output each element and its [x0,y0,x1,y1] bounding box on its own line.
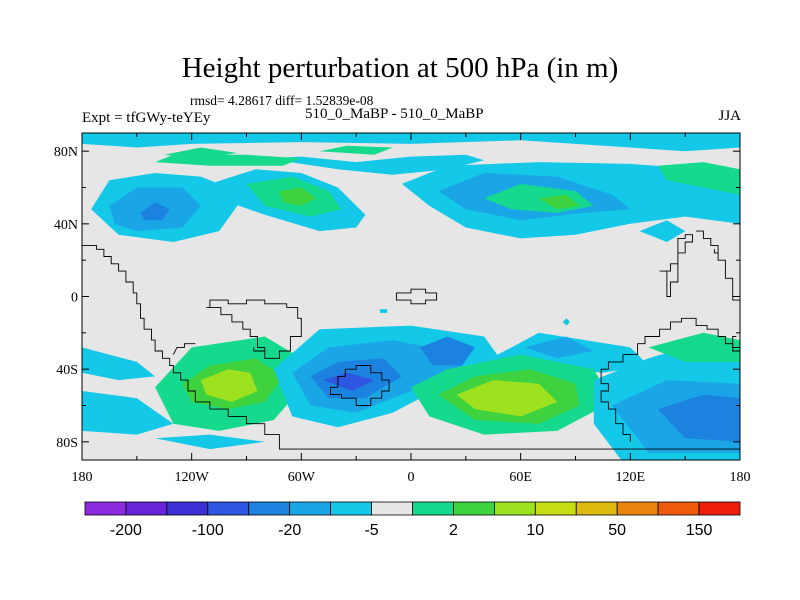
contour-sh-south-pacific-2 [82,391,174,435]
contour-nh-arctic-green-2 [319,145,393,155]
contour-nh-midlat-center-lime [279,187,316,206]
rmsd-diff-stats: rmsd= 4.28617 diff= 1.52839e-08 [190,93,374,108]
colorbar-swatch [453,501,495,516]
contour-nh-patch-pacific [639,220,686,242]
colorbar-swatch [493,501,536,516]
coastline-1 [172,343,196,355]
contour-sh-atlantic-blue-3 [323,372,375,391]
coastline-2 [206,299,302,359]
x-tick-label: 60E [509,470,532,485]
colorbar-label: -5 [364,522,378,539]
colorbar-swatch [371,501,413,516]
season-label: JJA [718,108,741,124]
colorbar-swatch [657,501,700,516]
colorbar-swatch [166,501,209,516]
colorbar-label: 2 [449,522,458,539]
contour-nh-east-green-right [657,162,740,195]
coastline-3 [253,347,265,352]
contour-nh-arctic-band [82,133,740,152]
coastline-4 [330,365,390,406]
coastlines [82,230,740,450]
colorbar-swatch [534,501,577,516]
contour-sh-upper-blue [420,336,475,366]
coastline-10 [713,249,719,254]
x-tick-label: 180 [730,470,751,485]
colorbar-swatch [84,501,127,516]
contour-nh-north-green [155,154,302,166]
contour-sh-indian-cyan-2 [524,336,594,359]
colorbar-swatch [616,501,659,516]
colorbar: -200 -100 -20 -5 2 10 50 150 [84,501,741,539]
colorbar-label: -20 [278,522,301,539]
contour-nh-atlantic-cyan [264,154,485,175]
colorbar-swatch [248,501,291,516]
colorbar-swatch [289,501,332,516]
contour-trop-dot-2 [562,318,570,326]
coastline-6 [600,317,740,442]
contour-sh-far-south [155,434,265,450]
contour-nh-midlat-left-3 [140,202,170,221]
contour-sh-pacific-yellow [200,369,258,402]
colorbar-label: 150 [686,522,713,539]
colorbar-swatch [207,501,250,516]
coastline-0 [82,245,740,450]
coastline-5 [395,288,438,305]
y-axis: 80N 40N 0 40S 80S [54,145,740,451]
chart-title: Height perturbation at 500 hPa (in m) [181,52,619,84]
y-tick-label: 0 [71,291,78,306]
contour-regions [82,133,740,460]
colorbar-swatch [698,501,741,516]
experiment-label: Expt = tfGWy-teYEy [82,110,211,126]
contour-sh-east-green [648,332,740,362]
comparison-label: 510_0_MaBP - 510_0_MaBP [305,106,484,122]
y-tick-label: 40S [56,363,78,378]
coastline-8 [659,234,693,297]
colorbar-swatch [330,501,372,516]
colorbar-swatch [412,501,454,516]
contour-sh-indian-yellow [456,380,558,417]
x-tick-label: 0 [408,470,415,485]
x-tick-label: 120W [175,470,210,485]
colorbar-label: 10 [526,522,544,539]
x-tick-label: 180 [72,470,93,485]
contour-sh-south-pacific [82,347,156,381]
colorbar-swatch [125,501,168,516]
contour-nh-east-band-lime [538,194,580,210]
y-tick-label: 40N [54,218,78,233]
colorbar-label: -200 [110,522,142,539]
colorbar-label: 50 [608,522,626,539]
coastline-7 [732,336,740,348]
colorbar-swatch [575,501,618,516]
x-axis: 180 120W 60W 0 60E 120E 180 [72,133,751,485]
x-tick-label: 60W [288,470,316,485]
contour-sh-east-blue-big-3 [657,394,740,442]
colorbar-label: -100 [192,522,224,539]
x-tick-label: 120E [616,470,646,485]
contour-trop-dot [379,309,388,313]
y-tick-label: 80S [56,436,78,451]
y-tick-label: 80N [54,145,78,160]
